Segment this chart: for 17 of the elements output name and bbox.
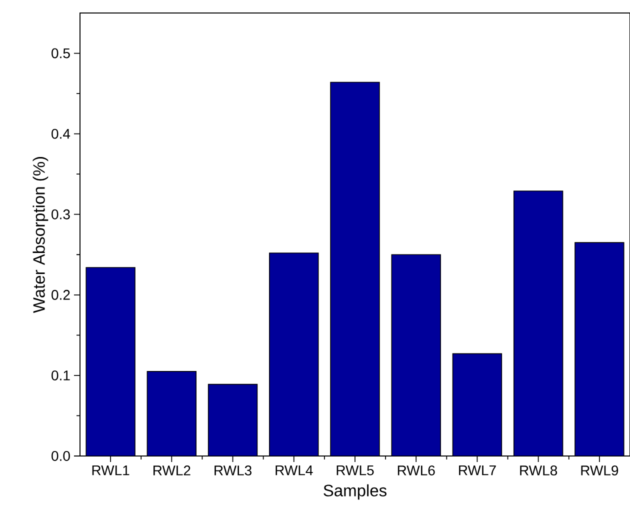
y-tick-label: 0.2: [52, 290, 70, 300]
x-tick-label: RWL1: [92, 466, 130, 476]
y-axis-title: Water Absorption (%): [32, 156, 48, 313]
x-tick-label: RWL9: [581, 466, 618, 476]
x-tick-label: RWL7: [459, 466, 496, 476]
x-tick-label: RWL2: [153, 466, 190, 476]
x-tick-label: RWL5: [336, 466, 374, 476]
y-tick-label: 0.0: [52, 451, 70, 461]
y-tick-label: 0.1: [52, 370, 70, 380]
y-tick-label: 0.4: [52, 128, 70, 139]
x-tick-label: RWL4: [276, 466, 313, 476]
y-tick-label: 0.5: [52, 48, 70, 58]
x-tick-label: RWL8: [520, 466, 558, 476]
x-tick-label: RWL6: [398, 466, 435, 476]
x-axis-title: Samples: [324, 484, 386, 500]
x-tick-label: RWL3: [214, 466, 252, 476]
y-tick-label: 0.3: [52, 209, 70, 220]
